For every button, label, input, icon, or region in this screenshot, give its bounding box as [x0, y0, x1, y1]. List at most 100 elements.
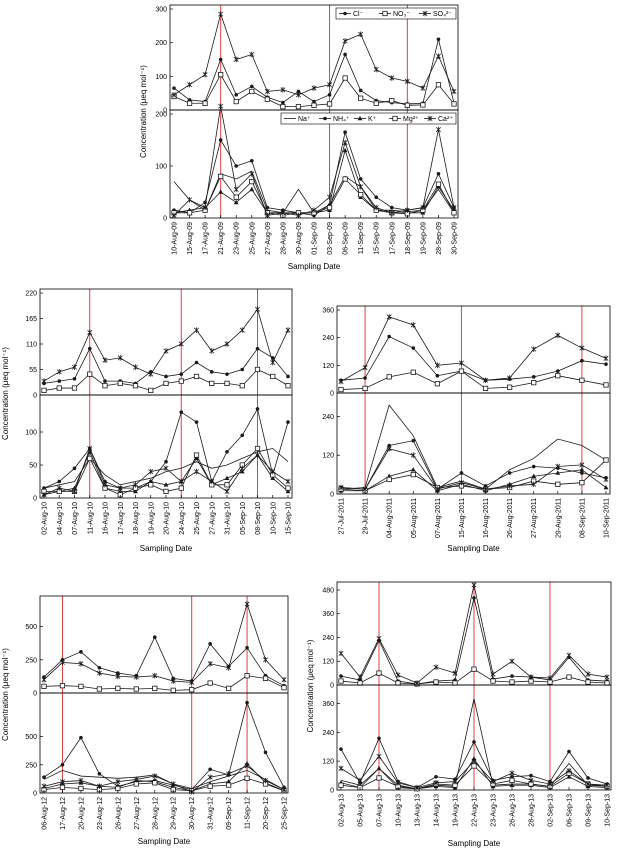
data-point — [490, 778, 496, 785]
x-tick-label: 07-Aug-2011 — [435, 498, 442, 538]
data-point — [97, 665, 102, 670]
series-line — [340, 404, 607, 490]
legend-label: Ca²⁺ — [438, 116, 453, 123]
data-point — [483, 377, 489, 384]
data-point — [507, 384, 513, 390]
x-tick-label: 28-Aug-12 — [152, 797, 159, 830]
x-tick-label: 19-Aug-10 — [148, 502, 155, 535]
data-point — [224, 488, 230, 495]
data-point — [529, 773, 533, 778]
data-point — [97, 772, 102, 776]
data-point — [249, 178, 255, 185]
data-point — [362, 364, 368, 371]
y-tick-label: 300 — [155, 7, 167, 14]
data-point — [226, 771, 232, 777]
x-tick-label: 10-Sep-10 — [270, 502, 277, 535]
legend-label: Cl⁻ — [353, 11, 364, 18]
data-point — [579, 377, 585, 383]
data-point — [404, 207, 410, 213]
data-point — [194, 420, 199, 424]
y-tick-label: 500 — [25, 734, 37, 741]
data-point — [451, 210, 457, 216]
legend: Cl⁻ NO₃⁻ SO₄²⁻ — [335, 7, 457, 20]
x-tick-label: 20-Aug-10 — [164, 502, 171, 535]
data-point — [376, 753, 382, 760]
data-point — [224, 380, 230, 387]
data-point — [327, 93, 332, 97]
data-point — [604, 680, 610, 686]
data-point — [338, 484, 344, 491]
data-point — [376, 765, 382, 771]
data-point — [218, 173, 224, 179]
series-line — [340, 440, 607, 490]
data-point — [312, 99, 316, 104]
data-point — [410, 452, 416, 458]
data-point — [490, 678, 496, 684]
data-point — [420, 102, 426, 108]
data-point — [339, 747, 343, 751]
data-point — [96, 783, 102, 790]
data-point — [233, 186, 239, 193]
data-point — [434, 774, 438, 779]
data-point — [102, 357, 108, 364]
data-point — [458, 479, 464, 486]
subplot-1: 0 100 200 300 Cl⁻ NO₃⁻ SO₄²⁻ — [155, 4, 459, 115]
data-point — [376, 670, 382, 676]
data-point — [78, 660, 84, 667]
x-tick-label: 15-Sep-09 — [374, 222, 381, 255]
data-point — [209, 348, 215, 354]
data-point — [163, 348, 169, 354]
plot-frame — [169, 4, 459, 111]
y-tick-label: 220 — [25, 291, 37, 298]
x-tick-label: 16-Aug-2011 — [483, 498, 490, 538]
data-point — [338, 650, 344, 657]
data-point — [178, 485, 184, 491]
data-point — [202, 204, 208, 211]
data-point — [382, 10, 388, 17]
x-tick-label: 22-Aug-13 — [472, 794, 479, 827]
data-point — [471, 666, 477, 672]
data-point — [531, 375, 536, 379]
legend-label: K⁺ — [368, 116, 377, 123]
subplot-2: 0 120 240 — [322, 392, 611, 499]
data-point — [531, 481, 537, 488]
data-point — [531, 464, 536, 469]
x-tick-label: 10-Aug-09 — [172, 222, 179, 255]
data-point — [555, 463, 561, 470]
data-point — [72, 364, 77, 370]
data-point — [342, 38, 348, 44]
data-point — [580, 471, 584, 475]
data-point — [296, 89, 301, 94]
x-axis-title: Sampling Date — [140, 544, 193, 553]
x-tick-label: 05-Sep-10 — [240, 502, 247, 535]
data-point — [249, 186, 255, 192]
data-point — [338, 386, 344, 393]
data-point — [270, 359, 276, 366]
x-tick-label: 15-Aug-2011 — [459, 498, 466, 538]
data-point — [435, 53, 441, 59]
x-tick-label: 11-Sep-12 — [245, 797, 252, 829]
subplot-1: 0 55 110 165 220 — [25, 288, 293, 400]
data-point — [208, 642, 212, 646]
data-point — [87, 329, 93, 336]
data-point — [59, 778, 65, 785]
data-point — [280, 210, 286, 216]
x-tick-label: 08-Sep-10 — [255, 502, 262, 535]
data-point — [72, 466, 77, 471]
data-point — [41, 783, 47, 790]
plot-frame — [169, 109, 459, 219]
data-point — [410, 471, 416, 478]
x-tick-label: 02-Sep-13 — [548, 794, 555, 827]
series-line — [43, 769, 285, 790]
data-point — [531, 346, 537, 352]
data-point — [233, 98, 239, 105]
data-point — [579, 467, 585, 472]
data-point — [207, 680, 213, 686]
x-tick-label: 23-Aug-13 — [491, 794, 498, 827]
data-point — [433, 664, 439, 670]
data-point — [148, 482, 154, 488]
data-point — [358, 184, 364, 190]
x-tick-label: 02-Aug-10 — [42, 502, 49, 535]
data-point — [178, 478, 184, 485]
